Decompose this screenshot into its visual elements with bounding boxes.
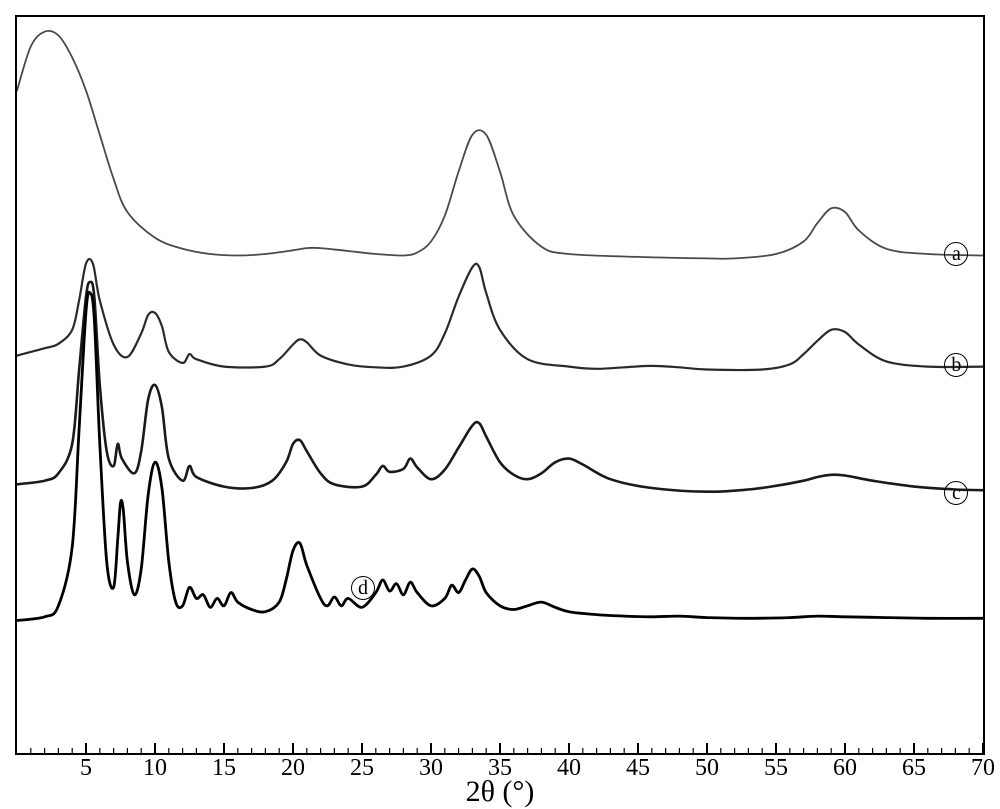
series-c [17,282,983,492]
xrd-plot [17,17,983,753]
series-label-a: a [944,242,968,266]
series-b [17,259,983,370]
series-a [17,31,983,259]
plot-frame [15,15,985,755]
x-axis-label-text: 2θ (°) [466,775,535,808]
series-label-c: c [944,481,968,505]
series-d [17,292,983,620]
x-axis-label: 2θ (°) [0,775,1000,809]
